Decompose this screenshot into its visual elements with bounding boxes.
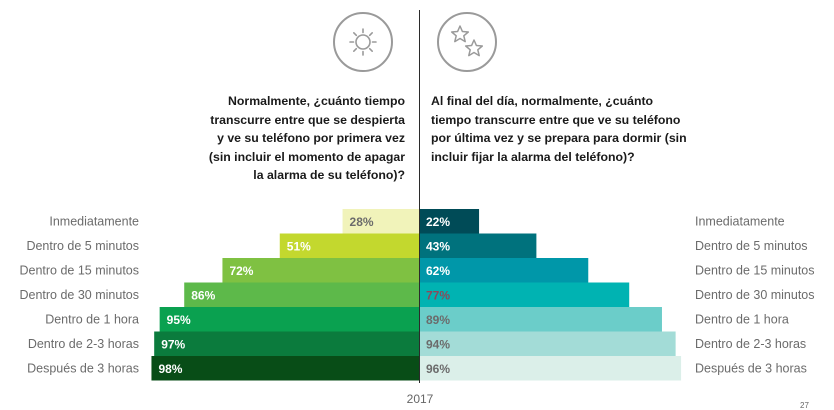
- stars-icon: [437, 12, 497, 72]
- bar-right: [419, 307, 662, 332]
- category-label-left: Dentro de 30 minutos: [19, 288, 139, 302]
- sun-icon: [333, 12, 393, 72]
- category-label-left: Después de 3 horas: [27, 361, 139, 375]
- value-label-right: 94%: [426, 337, 450, 351]
- value-label-left: 72%: [229, 264, 253, 278]
- category-label-right: Dentro de 2-3 horas: [695, 337, 806, 351]
- bar-right: [419, 282, 630, 307]
- value-label-right: 43%: [426, 239, 450, 253]
- year-label: 2017: [406, 392, 434, 406]
- value-label-left: 28%: [350, 215, 374, 229]
- category-label-left: Dentro de 15 minutos: [19, 263, 139, 277]
- bar-right: [419, 331, 676, 356]
- value-label-right: 22%: [426, 215, 450, 229]
- bar-right: [419, 209, 480, 234]
- category-label-right: Después de 3 horas: [695, 361, 807, 375]
- value-label-right: 89%: [426, 313, 450, 327]
- bar-left: [151, 356, 419, 381]
- value-label-right: 77%: [426, 288, 450, 302]
- left-question: Normalmente, ¿cuánto tiempo transcurre e…: [208, 94, 405, 182]
- right-question: Al final del día, normalmente, ¿cuánto t…: [431, 94, 687, 164]
- value-label-left: 98%: [158, 362, 182, 376]
- bar-left: [159, 307, 419, 332]
- bar-right: [419, 233, 537, 258]
- category-label-right: Inmediatamente: [695, 214, 785, 228]
- category-label-left: Dentro de 1 hora: [45, 312, 139, 326]
- category-label-right: Dentro de 1 hora: [695, 312, 789, 326]
- bar-right: [419, 356, 682, 381]
- corner-text: 27: [800, 401, 809, 410]
- category-label-right: Dentro de 30 minutos: [695, 288, 815, 302]
- bar-left: [184, 282, 419, 307]
- value-label-left: 97%: [161, 337, 185, 351]
- category-label-right: Dentro de 15 minutos: [695, 263, 815, 277]
- value-label-right: 62%: [426, 264, 450, 278]
- category-label-right: Dentro de 5 minutos: [695, 239, 808, 253]
- value-label-left: 95%: [167, 313, 191, 327]
- bar-right: [419, 258, 589, 283]
- bar-left: [279, 233, 419, 258]
- bar-left: [342, 209, 419, 234]
- bar-left: [154, 331, 419, 356]
- bar-left: [222, 258, 419, 283]
- center-divider: [419, 10, 420, 383]
- value-label-left: 86%: [191, 288, 215, 302]
- category-label-left: Dentro de 5 minutos: [26, 239, 139, 253]
- value-label-right: 96%: [426, 362, 450, 376]
- category-label-left: Dentro de 2-3 horas: [28, 337, 139, 351]
- category-label-left: Inmediatamente: [49, 214, 139, 228]
- value-label-left: 51%: [287, 239, 311, 253]
